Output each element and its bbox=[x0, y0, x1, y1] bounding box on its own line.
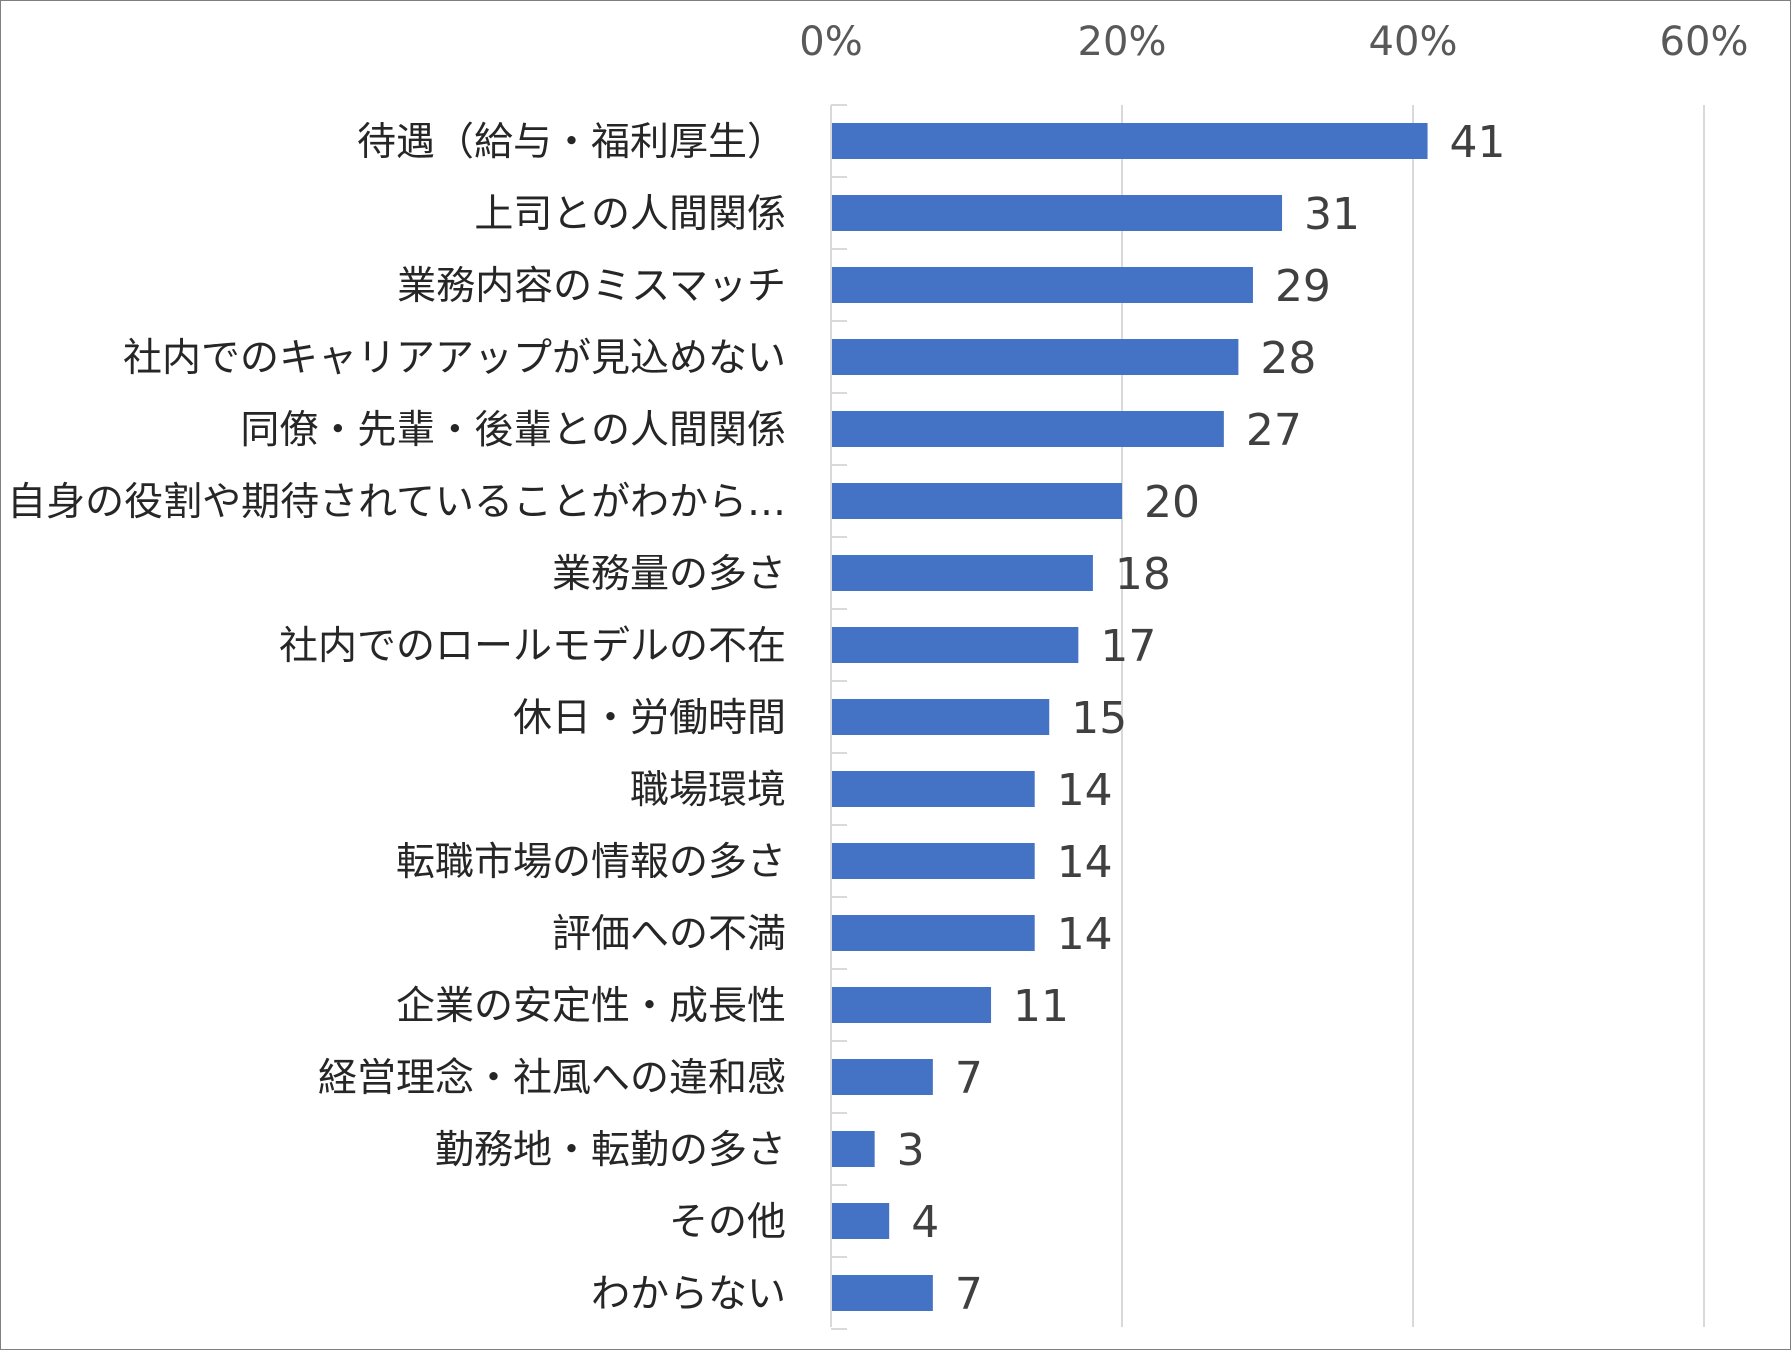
category-label: わからない bbox=[591, 1272, 786, 1317]
x-tick-label: 20% bbox=[1078, 19, 1167, 65]
data-label: 20 bbox=[1144, 477, 1200, 528]
category-label: その他 bbox=[669, 1200, 786, 1245]
category-label: 業務量の多さ bbox=[552, 552, 786, 597]
bar bbox=[832, 1203, 890, 1239]
bar bbox=[832, 339, 1239, 375]
category-label: 職場環境 bbox=[630, 768, 786, 813]
bar bbox=[832, 987, 992, 1023]
bar bbox=[832, 771, 1035, 807]
category-label: 待遇（給与・福利厚生） bbox=[357, 120, 786, 165]
data-label: 14 bbox=[1057, 909, 1113, 960]
data-label: 15 bbox=[1071, 693, 1127, 744]
bar bbox=[832, 411, 1224, 447]
category-label: 業務内容のミスマッチ bbox=[397, 264, 786, 309]
data-label: 4 bbox=[911, 1197, 939, 1248]
category-label: 評価への不満 bbox=[552, 912, 786, 957]
data-label: 14 bbox=[1057, 765, 1113, 816]
data-label: 3 bbox=[897, 1125, 925, 1176]
category-label: 勤務地・転勤の多さ bbox=[435, 1128, 786, 1173]
bar bbox=[832, 195, 1283, 231]
bars bbox=[832, 123, 1428, 1311]
data-label: 27 bbox=[1246, 405, 1302, 456]
data-label: 7 bbox=[955, 1269, 983, 1320]
bar bbox=[832, 555, 1093, 591]
category-label: 転職市場の情報の多さ bbox=[396, 840, 786, 885]
data-label: 29 bbox=[1275, 261, 1331, 312]
x-tick-label: 60% bbox=[1660, 19, 1749, 65]
category-label: 同僚・先輩・後輩との人間関係 bbox=[240, 408, 786, 453]
bar bbox=[832, 699, 1050, 735]
data-label: 28 bbox=[1260, 333, 1316, 384]
category-label: 上司との人間関係 bbox=[474, 192, 786, 237]
gridlines bbox=[1121, 105, 1705, 1327]
category-label: 休日・労働時間 bbox=[513, 696, 786, 741]
data-label: 41 bbox=[1450, 117, 1506, 168]
data-label: 11 bbox=[1013, 981, 1069, 1032]
bar bbox=[832, 1131, 875, 1167]
category-label: 経営理念・社風への違和感 bbox=[318, 1056, 786, 1101]
data-label: 18 bbox=[1115, 549, 1171, 600]
bar bbox=[832, 483, 1122, 519]
x-tick-label: 40% bbox=[1369, 19, 1458, 65]
x-tick-label: 0% bbox=[799, 19, 862, 65]
data-label: 14 bbox=[1057, 837, 1113, 888]
category-axis bbox=[830, 104, 847, 1330]
category-labels: 待遇（給与・福利厚生） 上司との人間関係業務内容のミスマッチ社内でのキャリアアップ… bbox=[7, 120, 786, 1317]
data-label: 17 bbox=[1100, 621, 1156, 672]
value-axis-tick-labels: 0% 20% 40% 60% bbox=[799, 19, 1748, 65]
bar bbox=[832, 1059, 933, 1095]
category-label: 社内でのキャリアアップが見込めない bbox=[123, 336, 786, 381]
bar bbox=[832, 915, 1035, 951]
data-label: 31 bbox=[1304, 189, 1360, 240]
bar bbox=[832, 843, 1035, 879]
category-label: 企業の安定性・成長性 bbox=[396, 984, 786, 1029]
bar bbox=[832, 627, 1079, 663]
bar bbox=[832, 1275, 933, 1311]
data-label: 7 bbox=[955, 1053, 983, 1104]
category-label: 自身の役割や期待されていることがわから… bbox=[7, 480, 786, 525]
bar bbox=[832, 267, 1253, 303]
bar bbox=[832, 123, 1428, 159]
category-label: 社内でのロールモデルの不在 bbox=[279, 624, 786, 669]
